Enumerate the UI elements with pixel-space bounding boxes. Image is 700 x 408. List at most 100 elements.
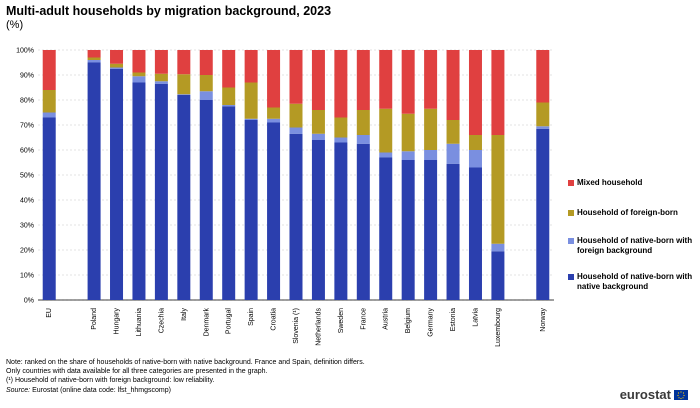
source-text: Eurostat (online data code: lfst_hhmgsco… [30,386,171,394]
bar-segment [468,50,482,135]
bar-segment [222,106,236,300]
eurostat-logo: eurostat [620,387,688,402]
bar-segment [311,133,325,140]
bar-segment [446,143,460,164]
y-tick-label: 70% [20,123,34,130]
y-tick-label: 50% [20,173,34,180]
x-category-label: Slovenia (¹) [293,308,300,344]
bar-segment [536,126,550,129]
bar-segment [311,50,325,110]
bar-segment [401,113,415,152]
y-tick-label: 100% [16,48,34,55]
bar-segment [379,50,393,109]
bar-segment [222,105,236,107]
bar-segment [334,50,348,118]
bar-segment [468,167,482,300]
x-category-label: Norway [540,308,547,332]
x-category-label: Italy [181,308,188,321]
bar-segment [199,75,213,92]
bar-segment [379,108,393,153]
bar-segment [87,60,101,63]
bar-segment [42,50,56,90]
logo-text: eurostat [619,387,671,402]
bar-segment [177,74,191,95]
y-tick-label: 20% [20,248,34,255]
x-category-label: Latvia [472,308,479,327]
bar-segment [177,50,191,75]
bar-segment [222,87,236,105]
bar-segment [177,94,191,95]
x-category-label: France [360,308,367,330]
x-category-label: Lithuania [136,308,143,337]
bar-segment [401,151,415,160]
note-line-1: Note: ranked on the share of households … [6,359,365,366]
x-category-label: Croatia [271,308,278,331]
bar-segment [424,108,438,150]
bar-segment [379,157,393,300]
bar-segment [289,127,303,134]
x-category-label: Netherlands [315,308,322,346]
bar-segment [491,135,505,244]
y-tick-label: 60% [20,148,34,155]
bar-segment [424,150,438,160]
bar-segment [267,122,281,300]
bar-segment [132,82,146,300]
y-tick-label: 10% [20,273,34,280]
y-tick-label: 90% [20,73,34,80]
bar-segment [42,117,56,300]
bar-segment [289,133,303,300]
bar-segment [199,50,213,75]
bar-segment [132,76,146,83]
bar-segment [154,81,168,84]
legend-label-foreign-born: Household of foreign-born [577,208,678,217]
bar-segment [446,120,460,144]
bar-segment [244,120,258,300]
bar-segment [468,135,482,150]
bar-segment [244,118,258,120]
legend-swatch-native-foreign-bg [568,238,574,244]
chart-subtitle: (%) [6,19,24,31]
bar-segment [468,150,482,168]
x-category-label: EU [46,308,53,318]
x-category-label: Poland [91,308,98,330]
bar-segment [536,128,550,300]
bar-segment [356,143,370,300]
bar-segment [42,90,56,113]
bar-segment [154,73,168,82]
bar-segment [424,160,438,300]
bar-segment [87,50,101,58]
bar-segment [334,137,348,143]
bar-segment [267,118,281,123]
bar-segment [110,63,124,68]
y-tick-label: 40% [20,198,34,205]
x-category-label: Belgium [405,308,412,333]
bar-segment [424,50,438,109]
source-label: Source: [6,386,31,394]
y-tick-label: 0% [24,298,34,305]
x-category-label: Luxembourg [495,308,502,347]
x-category-label: Denmark [203,308,210,337]
bar-segment [334,117,348,138]
x-category-label: Austria [383,308,390,330]
note-line-3: (¹) Household of native-born with foreig… [6,377,215,385]
legend-label-native-foreign-bg: Household of native-born with foreign ba… [577,236,693,255]
bar-segment [401,50,415,114]
bar-segment [401,160,415,300]
eu-flag-icon [674,389,688,400]
chart-title: Multi-adult households by migration back… [6,4,332,18]
source-line: Source: Eurostat (online data code: lfst… [6,386,365,395]
bar-segment [154,50,168,74]
bar-segment [311,140,325,300]
bar-segment [244,82,258,119]
bar-segment [491,243,505,252]
bar-segment [244,50,258,83]
note-line-2: Only countries with data available for a… [6,368,268,376]
bar-segment [199,91,213,100]
bar-segment [491,50,505,135]
bar-segment [177,95,191,300]
bar-segment [42,112,56,118]
y-tick-label: 80% [20,98,34,105]
bar-segment [267,50,281,108]
bar-segment [379,152,393,158]
bar-segment [356,50,370,110]
